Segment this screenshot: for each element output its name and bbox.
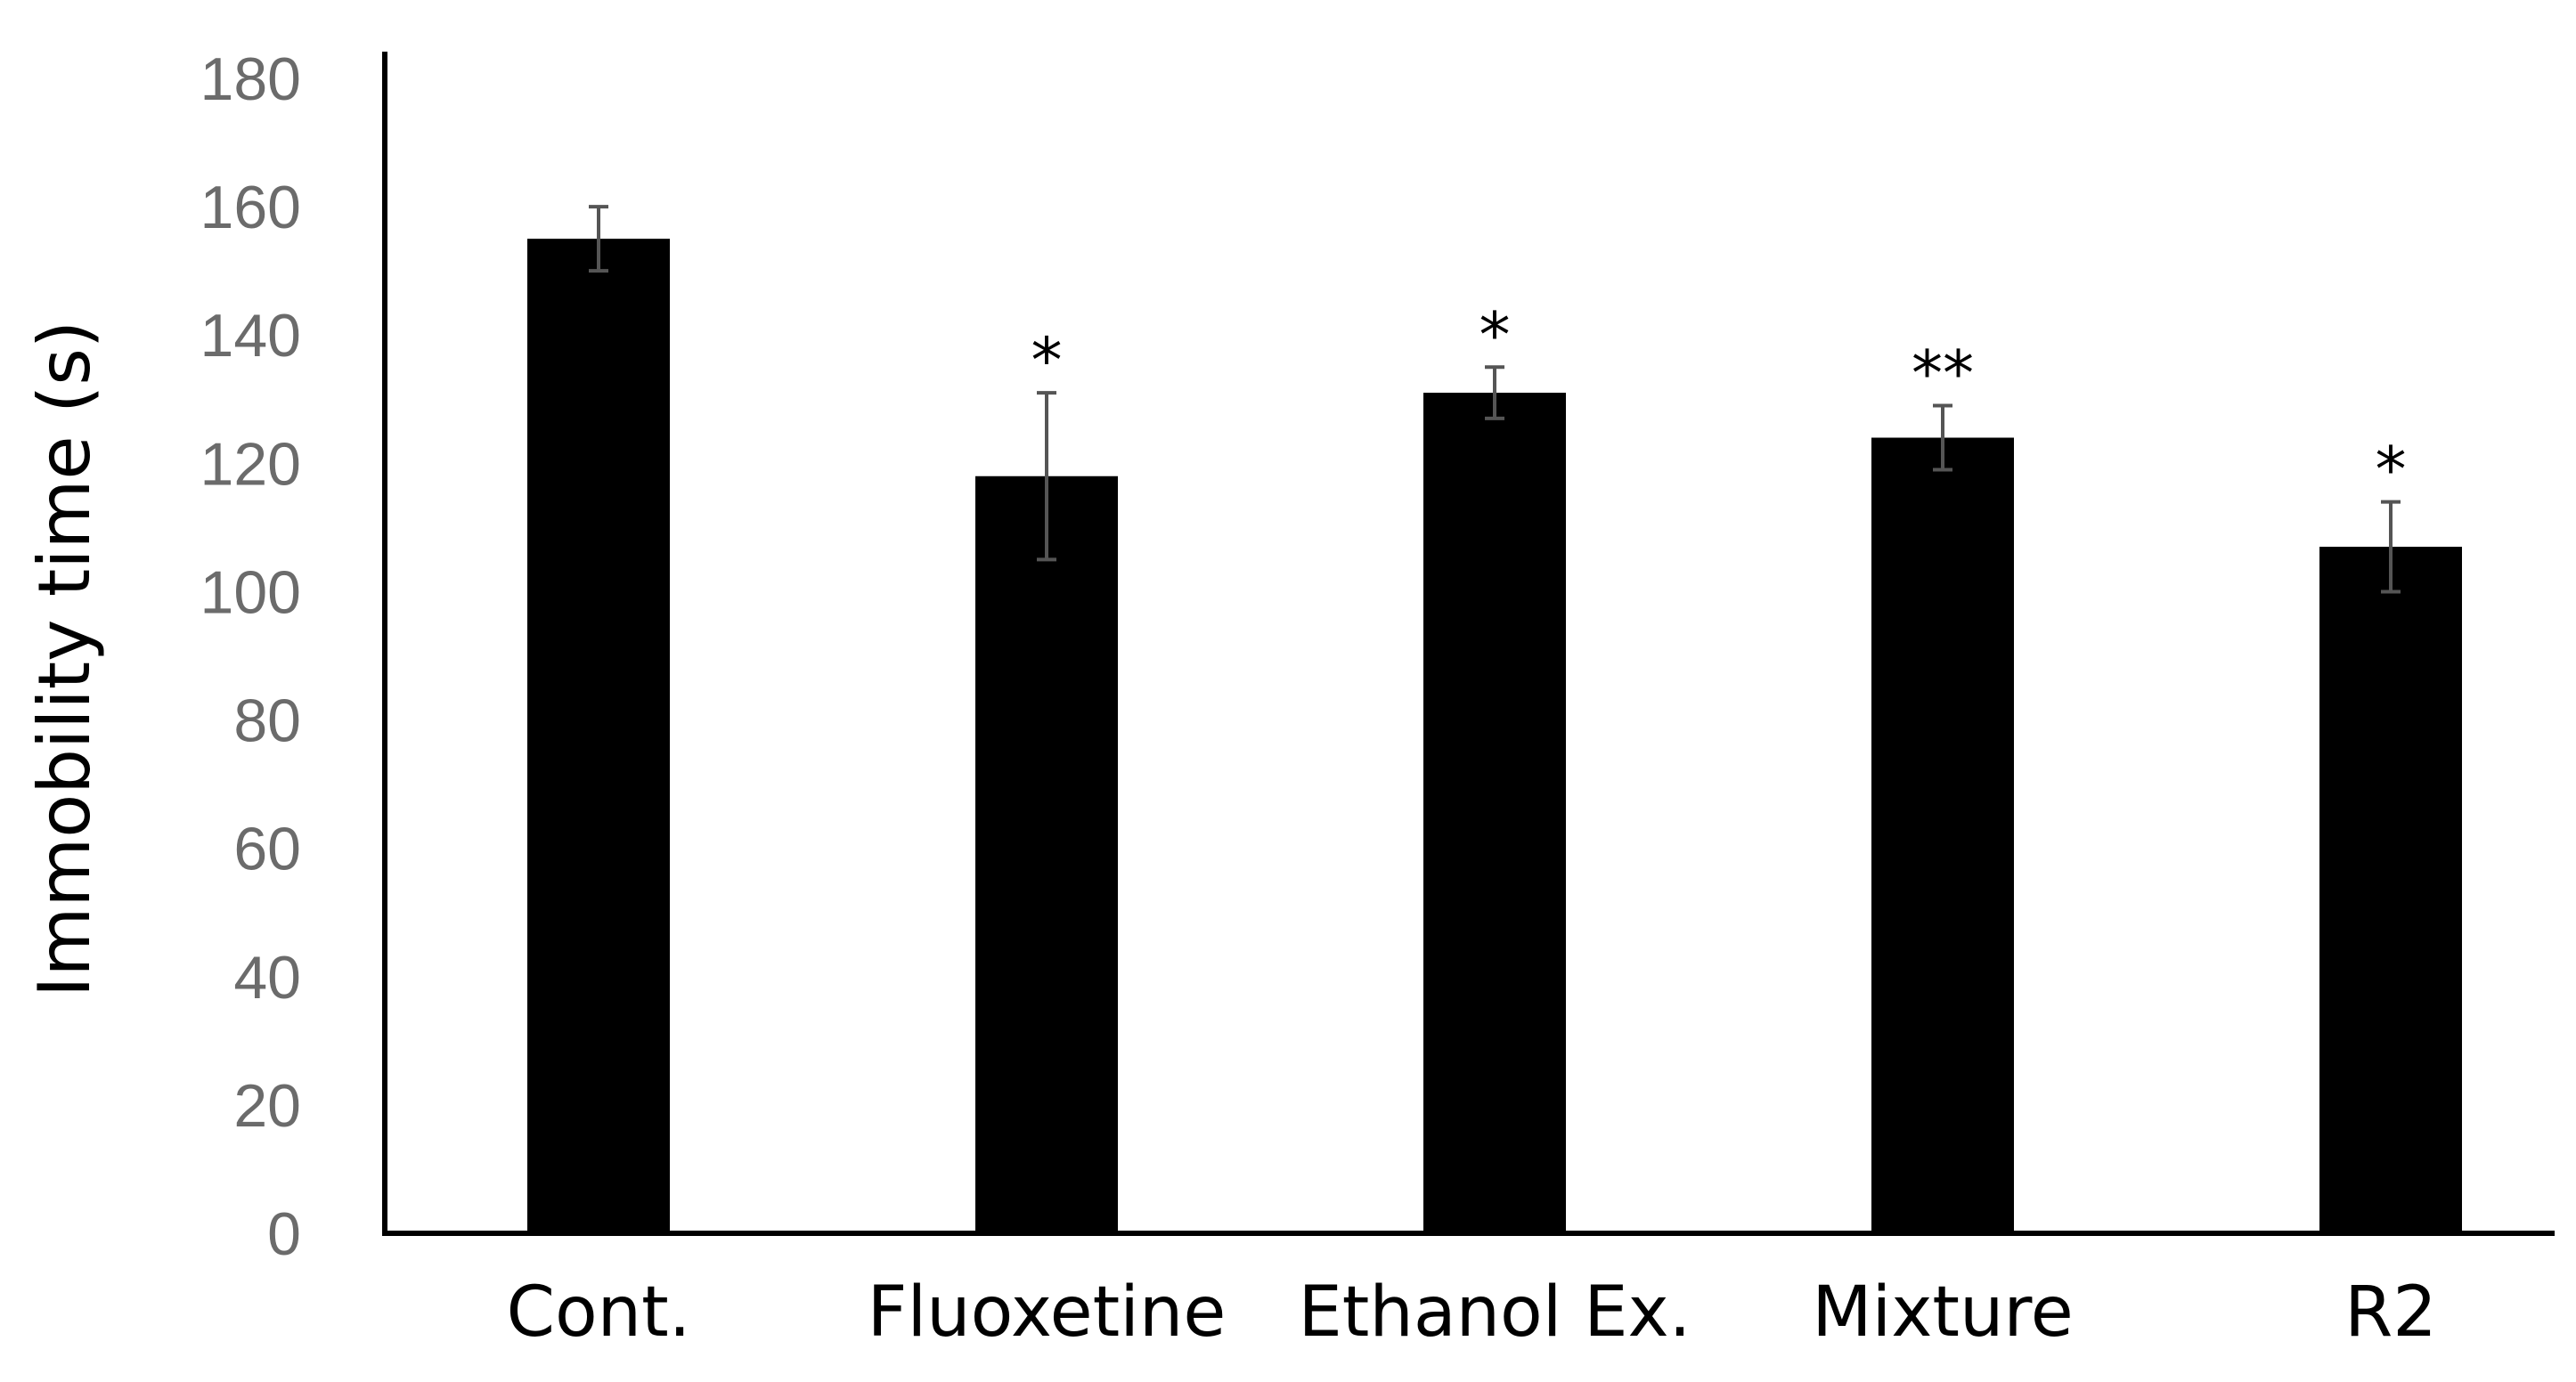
y-tick-label: 40 xyxy=(233,944,301,1012)
y-tick-label: 180 xyxy=(200,45,301,113)
x-tick-label: Cont. xyxy=(507,1272,691,1353)
significance-marker: * xyxy=(1031,324,1063,397)
bar xyxy=(2319,547,2462,1233)
x-tick-label: Ethanol Ex. xyxy=(1299,1272,1692,1353)
x-tick-label: R2 xyxy=(2344,1272,2437,1353)
plot-area: 0 20 40 60 80 100 120 140 160 180 Cont. * Fluoxetine… xyxy=(200,45,2555,1353)
y-tick-label: 60 xyxy=(233,816,301,883)
bar xyxy=(1871,437,2014,1233)
y-tick-label: 100 xyxy=(200,558,301,626)
significance-marker: * xyxy=(2376,434,2407,507)
bar xyxy=(1423,393,1566,1233)
y-tick-label: 0 xyxy=(267,1200,301,1268)
y-tick-label: 140 xyxy=(200,302,301,370)
significance-marker: * xyxy=(1480,298,1511,371)
y-tick-label: 80 xyxy=(233,687,301,755)
y-axis-title: Immobility time (s) xyxy=(23,321,106,997)
x-tick-label: Mixture xyxy=(1812,1272,2074,1353)
y-tick-label: 160 xyxy=(200,174,301,241)
y-tick-label: 20 xyxy=(233,1072,301,1140)
bar xyxy=(975,476,1118,1233)
significance-marker: ** xyxy=(1912,337,1974,410)
bar xyxy=(527,239,670,1233)
y-tick-label: 120 xyxy=(200,430,301,498)
x-tick-label: Fluoxetine xyxy=(868,1272,1227,1353)
